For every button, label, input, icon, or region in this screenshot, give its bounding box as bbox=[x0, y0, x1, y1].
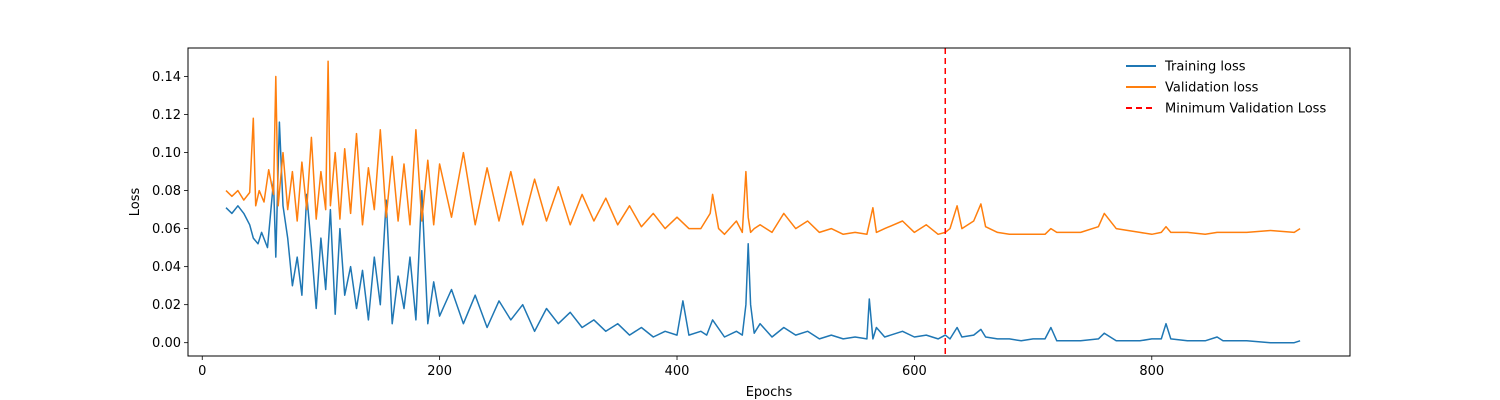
legend-label: Training loss bbox=[1164, 60, 1246, 75]
x-tick-label: 200 bbox=[427, 364, 452, 379]
y-tick-label: 0.04 bbox=[152, 260, 181, 275]
x-axis-ticks: 0 200 400 600 800 bbox=[198, 356, 1164, 379]
x-tick-label: 400 bbox=[665, 364, 690, 379]
x-axis-title: Epochs bbox=[746, 385, 793, 400]
x-tick-label: 0 bbox=[198, 364, 206, 379]
x-tick-label: 800 bbox=[1139, 364, 1164, 379]
plot-frame bbox=[187, 47, 1351, 357]
series-line-validation bbox=[225, 60, 1301, 236]
y-tick-label: 0.08 bbox=[152, 184, 181, 199]
x-tick-label: 600 bbox=[902, 364, 927, 379]
series-line-training bbox=[225, 121, 1301, 344]
y-tick-label: 0.14 bbox=[152, 70, 181, 85]
legend-label: Validation loss bbox=[1165, 81, 1259, 96]
y-axis-title: Loss bbox=[128, 188, 143, 217]
y-tick-label: 0.12 bbox=[152, 108, 181, 123]
y-tick-label: 0.06 bbox=[152, 222, 181, 237]
legend: Training loss Validation loss Minimum Vali… bbox=[1126, 60, 1326, 117]
series-layer bbox=[225, 60, 1301, 344]
y-tick-label: 0.10 bbox=[152, 146, 181, 161]
plot-background bbox=[188, 48, 1350, 356]
y-axis-ticks: 0.00 0.02 0.04 0.06 0.08 0.10 0.12 0.14 bbox=[152, 70, 188, 351]
y-tick-label: 0.00 bbox=[152, 336, 181, 351]
legend-label: Minimum Validation Loss bbox=[1165, 102, 1326, 117]
y-tick-label: 0.02 bbox=[152, 298, 181, 313]
